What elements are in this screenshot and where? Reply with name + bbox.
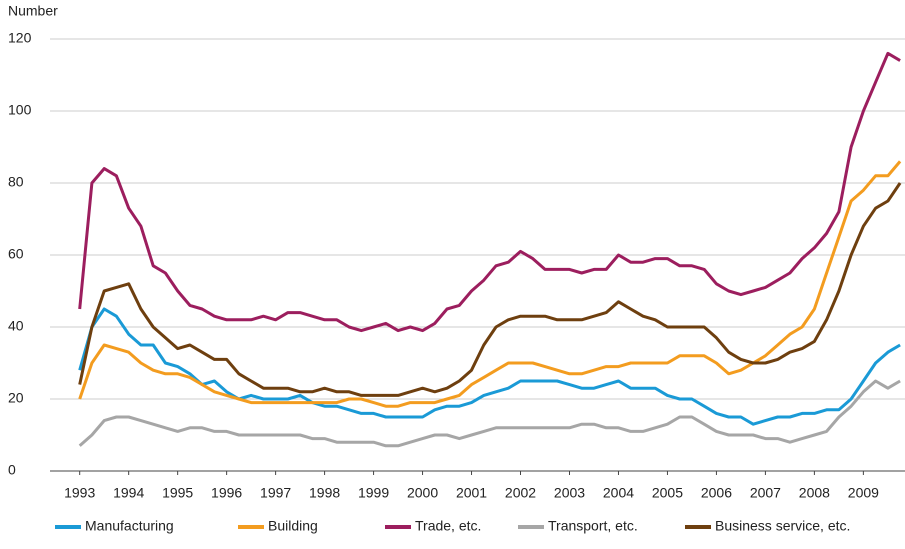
y-tick-label: 120 [8, 30, 32, 46]
x-tick-label: 2009 [848, 485, 879, 501]
x-tick-label: 1993 [64, 485, 95, 501]
series-line [78, 160, 902, 408]
legend-label: Trade, etc. [415, 518, 481, 534]
x-tick-label: 2008 [799, 485, 830, 501]
x-tick-label: 1996 [211, 485, 242, 501]
x-tick-label: 2007 [750, 485, 781, 501]
series-line [78, 51, 901, 333]
y-axis-label: Number [8, 3, 58, 19]
y-tick-label: 0 [8, 462, 16, 478]
legend-label: Business service, etc. [715, 518, 850, 534]
series-line [78, 307, 901, 426]
x-tick-label: 1997 [260, 485, 291, 501]
x-tick-label: 2005 [652, 485, 683, 501]
x-tick-label: 2002 [505, 485, 536, 501]
y-tick-label: 60 [8, 246, 24, 262]
legend-label: Transport, etc. [548, 518, 638, 534]
y-tick-label: 80 [8, 174, 24, 190]
x-tick-label: 2000 [407, 485, 438, 501]
x-tick-label: 1999 [358, 485, 389, 501]
x-tick-label: 2004 [603, 485, 634, 501]
x-tick-label: 2006 [701, 485, 732, 501]
x-tick-label: 2001 [456, 485, 487, 501]
legend-label: Manufacturing [85, 518, 174, 534]
legend-label: Building [268, 518, 318, 534]
x-tick-label: 1998 [309, 485, 340, 501]
y-tick-label: 20 [8, 390, 24, 406]
y-tick-label: 40 [8, 318, 24, 334]
x-tick-label: 1995 [162, 485, 193, 501]
x-tick-label: 2003 [554, 485, 585, 501]
x-tick-label: 1994 [113, 485, 144, 501]
y-tick-label: 100 [8, 102, 32, 118]
series-line [78, 182, 902, 397]
series-line [78, 379, 901, 448]
